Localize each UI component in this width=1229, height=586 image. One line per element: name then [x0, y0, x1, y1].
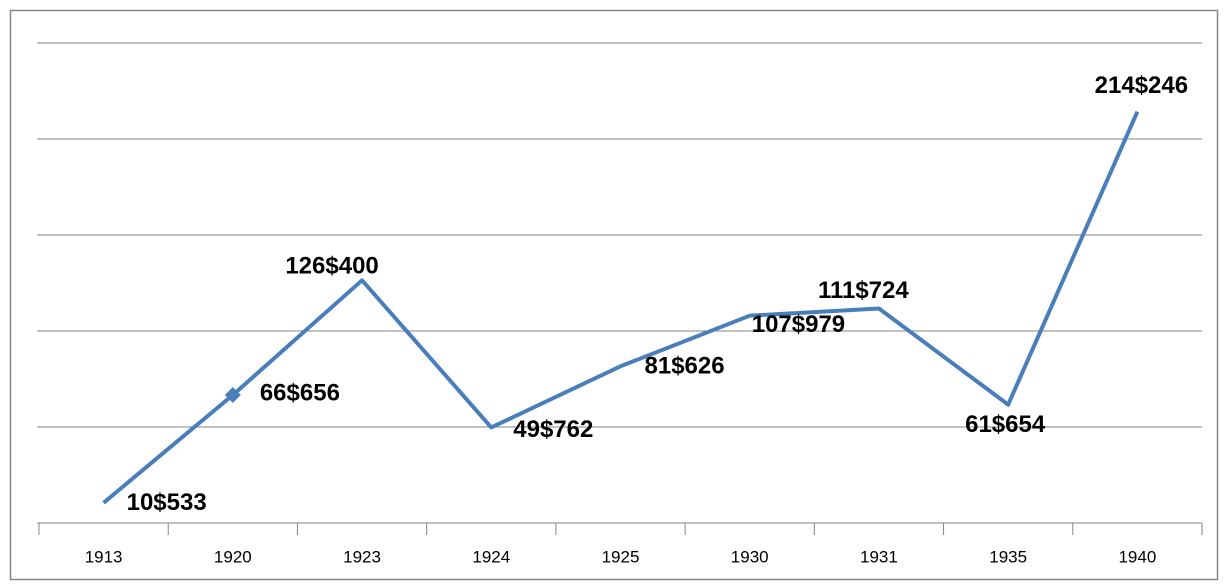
data-label: 107$979 — [752, 311, 845, 338]
x-tick-label: 1940 — [1118, 547, 1156, 566]
x-tick-label: 1913 — [85, 547, 123, 566]
data-label: 61$654 — [965, 411, 1046, 438]
x-tick-label: 1924 — [472, 547, 510, 566]
line — [102, 110, 1140, 505]
x-tick-label: 1931 — [860, 547, 898, 566]
data-label: 81$626 — [645, 353, 725, 380]
x-tick-label: 1935 — [989, 547, 1027, 566]
x-tick-label: 1923 — [343, 547, 381, 566]
x-tick-label: 1930 — [731, 547, 769, 566]
data-label: 49$762 — [513, 416, 593, 443]
data-label: 214$246 — [1095, 72, 1188, 99]
data-label: 66$656 — [260, 379, 340, 406]
point-marker — [224, 387, 241, 404]
x-tick-label: 1925 — [602, 547, 640, 566]
data-label: 126$400 — [285, 253, 378, 280]
chart-frame — [9, 9, 1219, 581]
data-label: 10$533 — [127, 489, 207, 516]
data-label: 111$724 — [818, 277, 909, 304]
x-tick-label: 1920 — [214, 547, 252, 566]
